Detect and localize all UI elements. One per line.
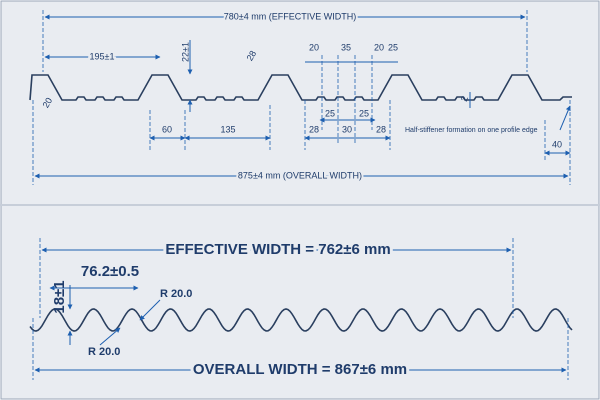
trapezoidal-profile bbox=[29, 74, 572, 101]
effective-width: 780±4 mm (EFFECTIVE WIDTH) bbox=[224, 11, 356, 21]
bottom-dim: 30 bbox=[342, 124, 352, 134]
overall-width: 875±4 mm (OVERALL WIDTH) bbox=[238, 170, 362, 180]
overall-width: OVERALL WIDTH = 867±6 mm bbox=[193, 361, 407, 378]
top-dim: 25 bbox=[388, 42, 398, 52]
bottom-dim: 28 bbox=[309, 124, 319, 134]
radius-bottom: R 20.0 bbox=[88, 346, 120, 358]
top-dim: 20 bbox=[309, 42, 319, 52]
pitch: 76.2±0.5 bbox=[81, 263, 139, 280]
top-labels: 780±4 mm (EFFECTIVE WIDTH) 195±1 22±1 28… bbox=[41, 9, 562, 182]
depth: 18±1 bbox=[51, 280, 68, 313]
top-dim: 20 bbox=[374, 42, 384, 52]
bottom-dim: 25 bbox=[359, 108, 369, 118]
pitch: 195±1 bbox=[90, 51, 115, 61]
stiffener-depth: 2 bbox=[459, 95, 470, 103]
bottom-dim: 60 bbox=[162, 124, 172, 134]
note: Half-stiffener formation on one profile … bbox=[405, 127, 538, 134]
bottom-dim: 25 bbox=[325, 108, 335, 118]
bottom-dim: 28 bbox=[376, 124, 386, 134]
bottom-labels: EFFECTIVE WIDTH = 762±6 mm 76.2±0.5 18±1… bbox=[51, 238, 410, 381]
bottom-dim: 135 bbox=[220, 124, 235, 134]
edge: 40 bbox=[552, 139, 562, 149]
top-dimensions bbox=[32, 10, 571, 185]
corrugated-profile bbox=[29, 308, 573, 332]
effective-width: EFFECTIVE WIDTH = 762±6 mm bbox=[165, 241, 390, 258]
left-slope: 20 bbox=[41, 96, 55, 110]
depth: 22±1 bbox=[180, 42, 190, 62]
crest-slope: 28 bbox=[245, 49, 259, 63]
top-dim: 35 bbox=[341, 42, 351, 52]
bottom-dimensions bbox=[32, 238, 569, 380]
radius-top: R 20.0 bbox=[160, 288, 192, 300]
